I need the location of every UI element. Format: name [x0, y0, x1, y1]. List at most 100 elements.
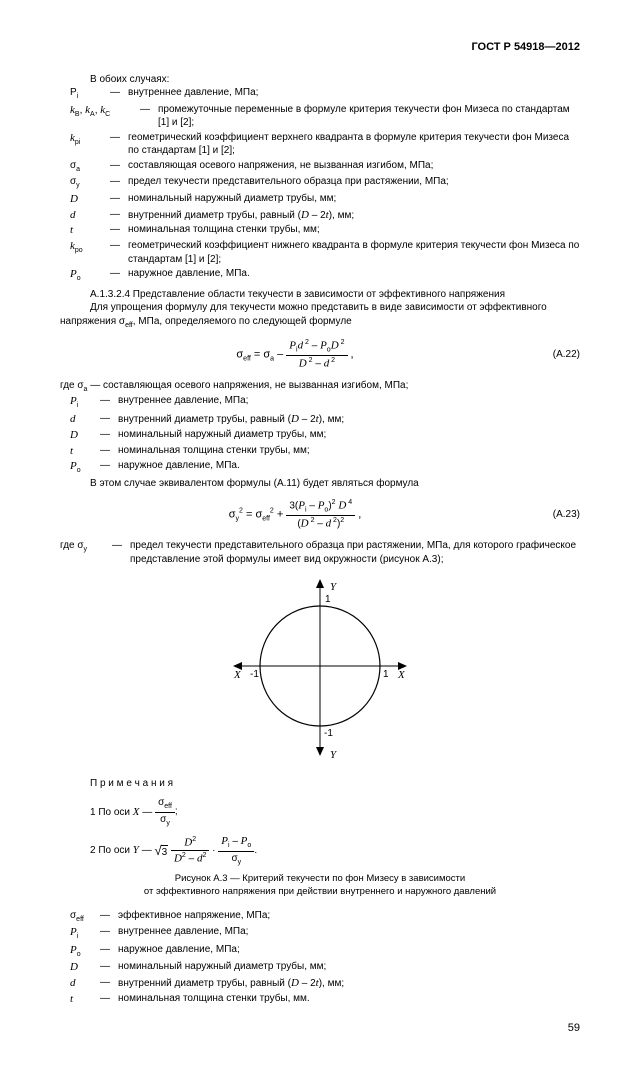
definition-row: kB, kA, kC—промежуточные переменные в фо…	[60, 103, 580, 130]
definition-text: наружное давление, МПа.	[118, 459, 580, 475]
definition-text: эффективное напряжение, МПа;	[118, 909, 580, 924]
svg-text:-1: -1	[250, 669, 259, 680]
definitions-block-1: Pi—внутреннее давление, МПа;kB, kA, kC—п…	[60, 86, 580, 283]
definition-text: номинальная толщина стенки трубы, мм;	[118, 444, 580, 459]
definition-row: Pi—внутреннее давление, МПа;	[60, 925, 580, 941]
definition-text: номинальный наружный диаметр трубы, мм;	[118, 960, 580, 975]
definition-row: t—номинальная толщина стенки трубы, мм;	[60, 223, 580, 238]
dash: —	[110, 267, 128, 283]
definition-row: σy—предел текучести представительного об…	[60, 175, 580, 190]
definition-symbol: kB, kA, kC	[60, 103, 140, 130]
intro-line: В обоих случаях:	[60, 73, 580, 87]
definition-text: промежуточные переменные в формуле крите…	[158, 103, 580, 130]
formula-a22: σeff = σa – Pid 2 – PoD 2D 2 – d 2 , (А.…	[60, 338, 580, 371]
section-heading: А.1.3.2.4 Представление области текучест…	[60, 288, 580, 302]
definition-text: внутренний диаметр трубы, равный (D – 2t…	[128, 208, 580, 223]
dash: —	[100, 925, 118, 941]
definition-text: внутренний диаметр трубы, равный (D – 2t…	[118, 976, 580, 991]
definition-symbol: Pi	[60, 86, 110, 101]
definition-row: kpi—геометрический коэффициент верхнего …	[60, 131, 580, 158]
dash: —	[110, 175, 128, 190]
dash: —	[110, 239, 128, 266]
note-2: 2 По оси Y — √3 D2D2 – d2 · Pi – Poσy .	[90, 834, 580, 867]
svg-text:Y: Y	[330, 581, 338, 593]
definition-row: Po—наружное давление, МПа.	[60, 459, 580, 475]
definition-text: внутренний диаметр трубы, равный (D – 2t…	[118, 412, 580, 427]
definition-row: D—номинальный наружный диаметр трубы, мм…	[60, 428, 580, 443]
definition-symbol: D	[60, 192, 110, 207]
dash: —	[110, 159, 128, 174]
definition-row: Po—наружное давление, МПа.	[60, 267, 580, 283]
definition-symbol: t	[60, 444, 100, 459]
figure-a3: Y Y X X 1 1 -1 -1	[60, 576, 580, 771]
dash: —	[110, 223, 128, 238]
definition-text: номинальный наружный диаметр трубы, мм;	[118, 428, 580, 443]
definition-row: d—внутренний диаметр трубы, равный (D – …	[60, 208, 580, 223]
dash: —	[100, 459, 118, 475]
definition-symbol: Pi	[60, 925, 100, 941]
definition-row: Pi—внутреннее давление, МПа;	[60, 394, 580, 410]
definition-symbol: t	[60, 223, 110, 238]
definition-symbol: t	[60, 992, 100, 1007]
definition-text: номинальная толщина стенки трубы, мм.	[118, 992, 580, 1007]
svg-text:Y: Y	[330, 749, 338, 761]
where-1: где σa — составляющая осевого напряжения…	[60, 379, 580, 394]
definition-symbol: σa	[60, 159, 110, 174]
definition-symbol: σy	[60, 175, 110, 190]
definition-text: предел текучести представительного образ…	[128, 175, 580, 190]
dash: —	[100, 960, 118, 975]
definition-row: d—внутренний диаметр трубы, равный (D – …	[60, 412, 580, 427]
definition-symbol: Po	[60, 943, 100, 959]
definition-text: наружное давление, МПа.	[128, 267, 580, 283]
formula-number: (А.22)	[530, 348, 580, 362]
definitions-block-3: σeff—эффективное напряжение, МПа;Pi—внут…	[60, 909, 580, 1007]
definition-symbol: d	[60, 412, 100, 427]
note-1: 1 По оси X — σeffσy ;	[90, 796, 580, 828]
svg-text:X: X	[397, 669, 406, 681]
definition-symbol: Pi	[60, 394, 100, 410]
dash: —	[110, 208, 128, 223]
paragraph-1: Для упрощения формулу для текучести можн…	[60, 301, 580, 330]
dash: —	[100, 394, 118, 410]
definition-symbol: D	[60, 960, 100, 975]
definition-text: номинальная толщина стенки трубы, мм;	[128, 223, 580, 238]
dash: —	[110, 192, 128, 207]
definition-row: Pi—внутреннее давление, МПа;	[60, 86, 580, 101]
definition-symbol: σeff	[60, 909, 100, 924]
svg-text:1: 1	[325, 594, 331, 605]
definition-row: D—номинальный наружный диаметр трубы, мм…	[60, 192, 580, 207]
document-header: ГОСТ Р 54918—2012	[60, 40, 580, 55]
page-number: 59	[60, 1021, 580, 1036]
definition-symbol: kpo	[60, 239, 110, 266]
svg-text:-1: -1	[324, 728, 333, 739]
definition-symbol: D	[60, 428, 100, 443]
definition-text: наружное давление, МПа;	[118, 943, 580, 959]
definition-text: составляющая осевого напряжения, не вызв…	[128, 159, 580, 174]
definition-text: внутреннее давление, МПа;	[118, 394, 580, 410]
formula-a23: σy2 = σeff2 + 3(Pi – Po)2 D 4(D 2 – d 2)…	[60, 498, 580, 531]
definition-text: внутреннее давление, МПа;	[128, 86, 580, 101]
dash: —	[140, 103, 158, 130]
definitions-block-2: Pi—внутреннее давление, МПа;d—внутренний…	[60, 394, 580, 475]
dash: —	[100, 943, 118, 959]
dash: —	[100, 412, 118, 427]
definition-symbol: Po	[60, 267, 110, 283]
definition-text: геометрический коэффициент нижнего квадр…	[128, 239, 580, 266]
formula-number: (А.23)	[530, 508, 580, 522]
dash: —	[100, 976, 118, 991]
definition-text: номинальный наружный диаметр трубы, мм;	[128, 192, 580, 207]
where-2: где σy — предел текучести представительн…	[60, 539, 580, 566]
definition-row: d—внутренний диаметр трубы, равный (D – …	[60, 976, 580, 991]
dash: —	[110, 86, 128, 101]
notes-heading: П р и м е ч а н и я	[90, 777, 580, 791]
dash: —	[100, 909, 118, 924]
definition-row: kpo—геометрический коэффициент нижнего к…	[60, 239, 580, 266]
circle-diagram: Y Y X X 1 1 -1 -1	[230, 576, 410, 766]
definition-text: внутреннее давление, МПа;	[118, 925, 580, 941]
dash: —	[110, 131, 128, 158]
definition-text: геометрический коэффициент верхнего квад…	[128, 131, 580, 158]
definition-symbol: d	[60, 208, 110, 223]
dash: —	[100, 428, 118, 443]
definition-symbol: kpi	[60, 131, 110, 158]
svg-text:X: X	[233, 669, 242, 681]
